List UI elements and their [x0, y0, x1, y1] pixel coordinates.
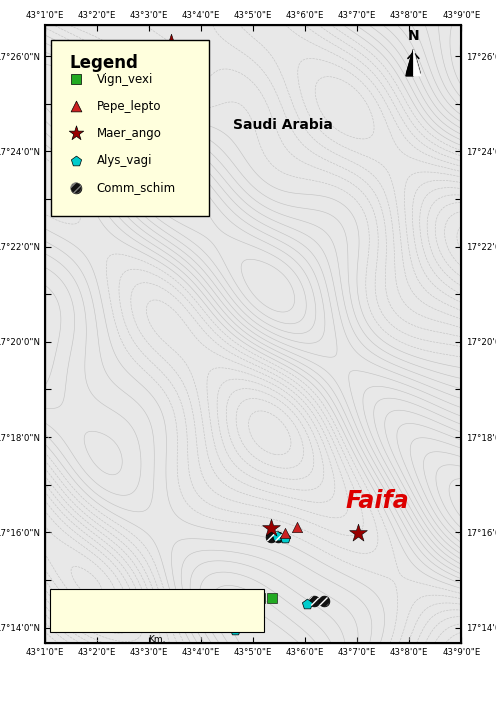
Point — [256, 593, 264, 604]
Point — [310, 595, 318, 607]
Point — [268, 593, 276, 604]
Point — [320, 595, 328, 607]
Polygon shape — [413, 49, 421, 76]
Point — [167, 37, 175, 49]
Point — [293, 522, 301, 533]
Polygon shape — [406, 49, 413, 76]
Point — [231, 624, 239, 636]
Text: Comm_schim: Comm_schim — [97, 181, 176, 195]
Text: Legend: Legend — [69, 54, 138, 72]
Point — [303, 598, 310, 610]
Point — [310, 595, 318, 607]
Point — [267, 523, 275, 534]
FancyBboxPatch shape — [51, 40, 209, 217]
Text: Maer_ango: Maer_ango — [97, 127, 162, 140]
Point — [273, 530, 281, 541]
Point — [320, 595, 328, 607]
Point — [281, 533, 289, 544]
Text: Faifa: Faifa — [345, 489, 409, 513]
Point — [267, 531, 275, 543]
Text: Alys_vagi: Alys_vagi — [97, 154, 152, 167]
Text: Vign_vexi: Vign_vexi — [97, 72, 153, 86]
Text: Saudi Arabia: Saudi Arabia — [233, 117, 333, 131]
FancyBboxPatch shape — [50, 589, 264, 632]
Point — [245, 593, 252, 604]
Text: Pepe_lepto: Pepe_lepto — [97, 100, 161, 112]
Point — [274, 531, 282, 543]
Point — [274, 531, 282, 543]
Point — [354, 527, 362, 538]
Point — [281, 527, 289, 538]
Text: N: N — [408, 29, 419, 43]
Point — [267, 531, 275, 543]
